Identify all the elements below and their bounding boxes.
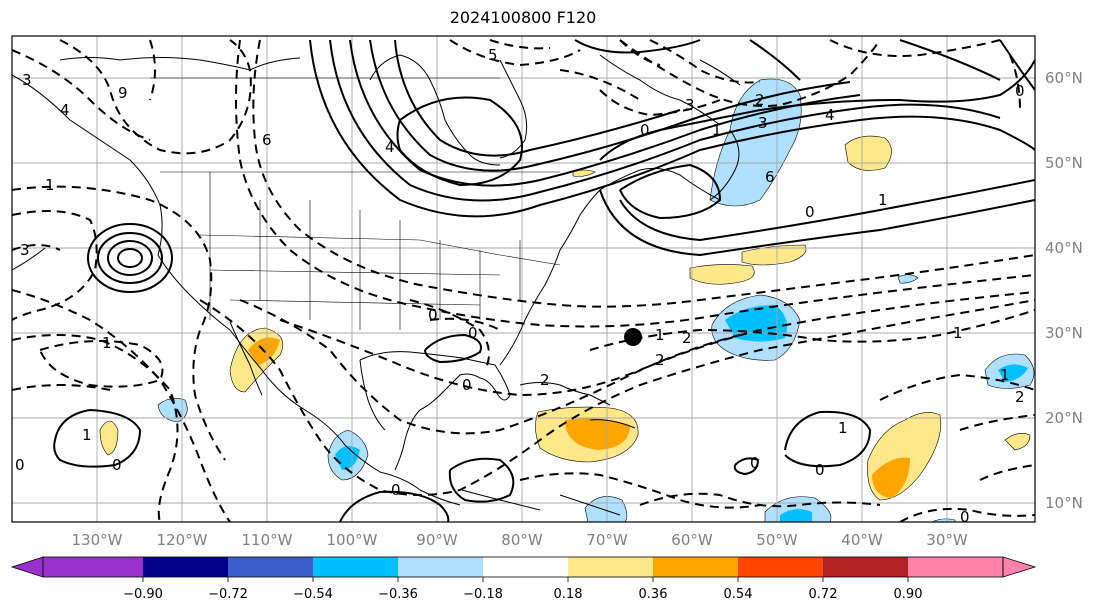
colorbar-segment [398,557,483,577]
map-title: 2024100800 F120 [449,8,597,27]
svg-text:110°W: 110°W [242,531,293,549]
svg-text:0: 0 [112,456,122,474]
svg-text:9: 9 [118,84,128,102]
svg-text:2: 2 [1015,388,1025,406]
svg-text:−0.18: −0.18 [463,587,503,602]
colorbar: −0.90 −0.72 −0.54 −0.36 −0.18 0.18 0.36 … [10,556,1037,602]
colorbar-segment [823,557,908,577]
svg-text:0.54: 0.54 [724,587,753,602]
svg-text:0.72: 0.72 [809,587,838,602]
colorbar-segment [228,557,313,577]
svg-text:4: 4 [385,138,395,156]
svg-text:1: 1 [655,326,665,344]
svg-text:0.36: 0.36 [639,587,668,602]
svg-text:3: 3 [22,71,32,89]
svg-text:3: 3 [685,96,695,114]
contour-labels: 3 9 4 5 3 0 1 4 3 2 0 6 0 4 1 0 0 6 3 1 … [15,46,1025,526]
colorbar-extend-low [10,556,44,578]
svg-text:40°N: 40°N [1045,239,1083,257]
latitude-labels: 60°N 50°N 40°N 30°N 20°N 10°N [1045,69,1083,512]
map-border [11,35,1036,523]
svg-text:−0.90: −0.90 [123,587,163,602]
svg-text:80°W: 80°W [501,531,543,549]
colorbar-segment [738,557,823,577]
svg-text:4: 4 [825,106,835,124]
svg-text:50°W: 50°W [756,531,798,549]
svg-text:10°N: 10°N [1045,494,1083,512]
svg-text:6: 6 [262,131,272,149]
svg-text:0: 0 [15,456,25,474]
svg-text:−0.36: −0.36 [378,587,418,602]
svg-text:1: 1 [1000,366,1010,384]
colorbar-segment [653,557,738,577]
svg-text:40°W: 40°W [841,531,883,549]
svg-text:2: 2 [682,329,692,347]
dashed-contours [12,39,1035,522]
svg-text:0: 0 [468,324,478,342]
svg-text:0: 0 [750,454,760,472]
longitude-labels: 130°W 120°W 110°W 100°W 90°W 80°W 70°W 6… [72,531,968,549]
colorbar-segment [908,557,1003,577]
svg-text:60°W: 60°W [671,531,713,549]
svg-text:2: 2 [755,91,765,109]
svg-text:1: 1 [838,419,848,437]
svg-text:30°W: 30°W [926,531,968,549]
svg-text:0.90: 0.90 [894,587,923,602]
svg-text:1: 1 [712,121,722,139]
colorbar-tick-labels: −0.90 −0.72 −0.54 −0.36 −0.18 0.18 0.36 … [123,587,922,602]
svg-text:120°W: 120°W [157,531,208,549]
colorbar-segment [568,557,653,577]
svg-text:6: 6 [765,168,775,186]
svg-text:130°W: 130°W [72,531,123,549]
storm-position-marker [624,328,642,346]
svg-text:0: 0 [805,203,815,221]
svg-text:0.18: 0.18 [554,587,583,602]
svg-text:0: 0 [960,508,970,526]
svg-text:70°W: 70°W [586,531,628,549]
svg-text:0: 0 [462,376,472,394]
svg-text:2: 2 [655,351,665,369]
svg-text:1: 1 [878,191,888,209]
solid-contours [53,39,1035,522]
svg-text:5: 5 [488,46,498,64]
svg-text:30°N: 30°N [1045,324,1083,342]
svg-text:1: 1 [82,426,92,444]
colorbar-segment [483,557,568,577]
svg-text:20°N: 20°N [1045,409,1083,427]
graticule [12,36,1035,522]
shading-layer [99,78,1035,522]
colorbar-segment [313,557,398,577]
svg-text:4: 4 [60,101,70,119]
svg-text:3: 3 [758,114,768,132]
svg-text:50°N: 50°N [1045,154,1083,172]
colorbar-segment [143,557,228,577]
svg-text:2: 2 [540,371,550,389]
svg-text:−0.54: −0.54 [293,587,333,602]
svg-text:0: 0 [815,461,825,479]
svg-text:0: 0 [428,306,438,324]
svg-text:60°N: 60°N [1045,69,1083,87]
svg-text:3: 3 [20,241,30,259]
svg-text:0: 0 [640,121,650,139]
svg-text:100°W: 100°W [327,531,378,549]
borders [150,77,561,330]
colorbar-segment [43,557,143,577]
svg-text:0: 0 [1015,82,1025,100]
svg-text:90°W: 90°W [416,531,458,549]
svg-text:−0.72: −0.72 [208,587,248,602]
svg-text:0: 0 [391,481,401,499]
svg-text:1: 1 [45,176,55,194]
svg-text:1: 1 [102,334,112,352]
colorbar-extend-high [1002,556,1037,578]
svg-text:1: 1 [953,324,963,342]
